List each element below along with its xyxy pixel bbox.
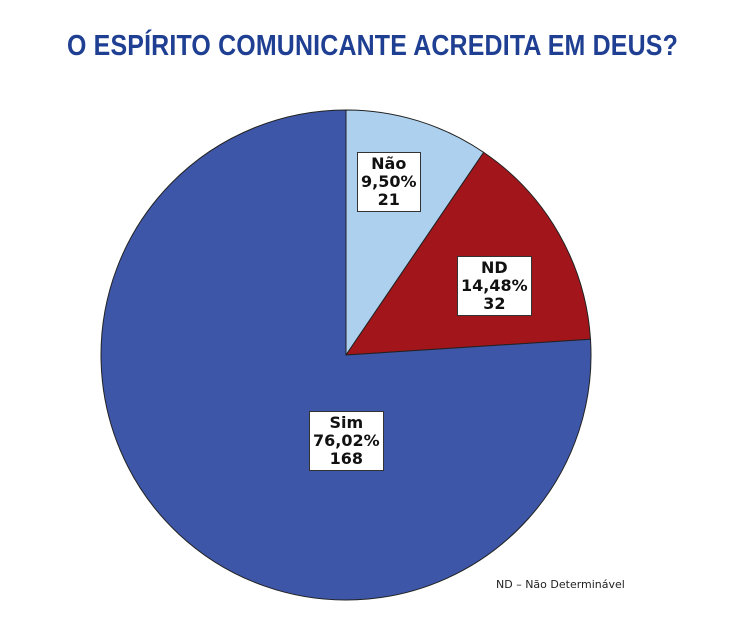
slice-label-percent: 14,48% [461,276,528,295]
slice-label-name: Sim [329,413,364,432]
slice-label-nao: Não 9,50% 21 [357,152,421,212]
slice-label-nd: ND 14,48% 32 [457,256,532,316]
slice-label-percent: 76,02% [313,431,380,450]
chart-title: O ESPÍRITO COMUNICANTE ACREDITA EM DEUS? [66,30,679,62]
slice-label-name: ND [480,258,508,277]
slice-label-sim: Sim 76,02% 168 [309,411,384,471]
slice-label-name: Não [371,154,407,173]
footnote: ND – Não Determinável [496,578,625,591]
slice-label-percent: 9,50% [361,172,417,191]
slice-label-count: 168 [329,449,364,468]
pie-slice-sim [100,109,592,601]
slice-label-count: 21 [377,190,400,209]
slice-label-count: 32 [483,294,506,313]
